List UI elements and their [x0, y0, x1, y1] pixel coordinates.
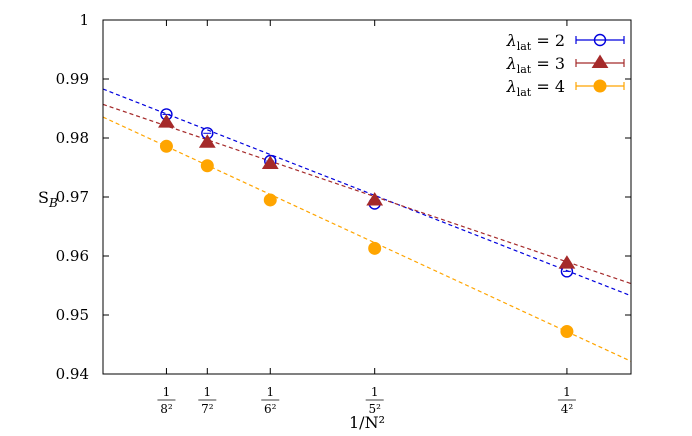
legend-marker [593, 79, 607, 93]
x-tick-numerator: 1 [203, 385, 211, 399]
data-point-series-3 [159, 139, 173, 153]
legend-label-subscript: lat [517, 40, 532, 53]
plot-frame [102, 19, 632, 375]
y-axis-title-main: S [38, 188, 49, 207]
x-axis-ticks: 1 8² 1 7² 1 6² 1 5² 1 4² [157, 20, 576, 416]
y-tick-label: 0.95 [56, 306, 89, 324]
data-point-series-3 [560, 325, 574, 339]
y-tick-label: 1 [79, 11, 89, 29]
legend-label-symbol: λ [506, 77, 517, 96]
legend-label: λlat = 4 [506, 77, 565, 99]
fit-line-series-1 [103, 88, 631, 297]
x-tick-denominator: 8² [160, 402, 173, 416]
x-tick-denominator: 7² [201, 402, 214, 416]
legend-label-value: = 3 [531, 54, 565, 73]
fit-lines [103, 88, 631, 362]
data-point-series-3 [263, 193, 277, 207]
data-point-series-3 [200, 159, 214, 173]
legend-label-symbol: λ [506, 54, 517, 73]
x-tick-denominator: 5² [368, 402, 381, 416]
data-points [158, 108, 576, 339]
y-tick-label: 0.98 [56, 129, 89, 147]
y-tick-label: 0.94 [56, 365, 89, 383]
x-tick-numerator: 1 [163, 385, 171, 399]
y-tick-label: 0.97 [56, 188, 89, 206]
legend-label: λlat = 3 [506, 54, 565, 76]
data-point-series-3 [368, 241, 382, 255]
x-tick-numerator: 1 [563, 385, 571, 399]
y-tick-label: 0.96 [56, 247, 89, 265]
data-point-series-2 [198, 134, 216, 148]
y-axis-ticks: 0.94 0.95 0.96 0.97 0.98 0.99 1 [56, 11, 631, 383]
fit-line-series-2 [103, 103, 631, 285]
x-tick-numerator: 1 [266, 385, 274, 399]
legend-marker [591, 54, 609, 68]
legend-label-subscript: lat [517, 86, 532, 99]
legend-label-value: = 4 [531, 77, 565, 96]
legend-label-subscript: lat [517, 63, 532, 76]
x-axis-title: 1/N² [349, 413, 385, 432]
data-point-series-2 [158, 114, 175, 128]
legend-label-symbol: λ [506, 31, 517, 50]
y-axis-title-sub: B [48, 196, 58, 210]
y-axis-title: SB [38, 188, 58, 210]
data-point-series-2 [261, 155, 279, 169]
legend-marker [593, 33, 607, 47]
legend-label-value: = 2 [531, 31, 565, 50]
data-point-series-2 [558, 255, 576, 269]
data-point-series-2 [366, 192, 384, 206]
y-tick-label: 0.99 [56, 70, 89, 88]
legend-label: λlat = 2 [506, 31, 565, 53]
x-tick-denominator: 6² [264, 402, 277, 416]
x-tick-numerator: 1 [371, 385, 379, 399]
fit-line-series-3 [103, 116, 631, 362]
x-tick-denominator: 4² [561, 402, 574, 416]
